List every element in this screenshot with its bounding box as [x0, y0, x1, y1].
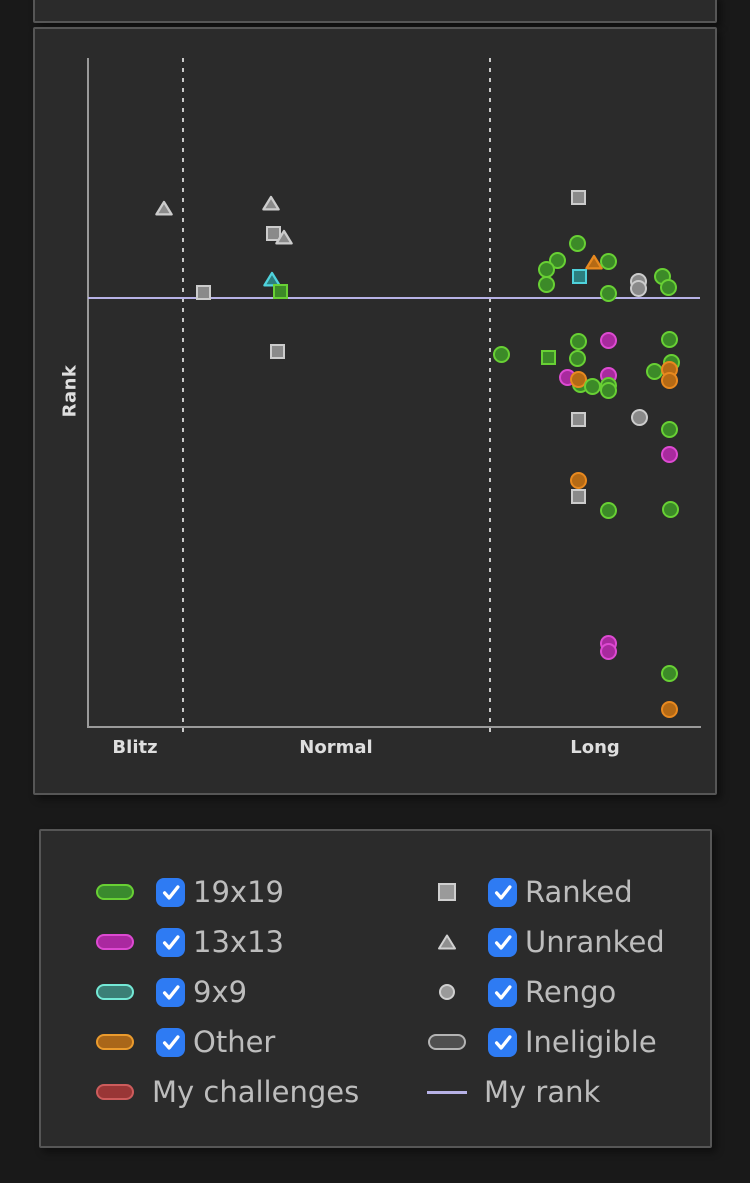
- challenge-point-circle-green[interactable]: [661, 500, 679, 518]
- pill-teal-icon: [96, 984, 134, 1000]
- challenge-point-square-gray[interactable]: [269, 343, 285, 359]
- challenge-point-circle-orange[interactable]: [569, 471, 587, 489]
- seek-graph-card: [33, 27, 717, 795]
- challenge-point-triangle-teal[interactable]: [263, 271, 281, 287]
- legend-label-other: Other: [193, 1025, 276, 1059]
- challenge-point-circle-green[interactable]: [599, 284, 617, 302]
- legend-label-rengo: Rengo: [525, 975, 617, 1009]
- challenge-point-circle-orange[interactable]: [660, 371, 678, 389]
- checkbox-rengo[interactable]: [488, 977, 517, 1007]
- check-icon: [494, 885, 512, 900]
- legend-row-ineligible: Ineligible: [427, 1017, 665, 1067]
- legend-column-right: Ranked Unranked Rengo Ineligible My rank: [427, 867, 665, 1117]
- check-icon: [494, 935, 512, 950]
- legend-row-unranked: Unranked: [427, 917, 665, 967]
- legend-label-19x19: 19x19: [193, 875, 284, 909]
- legend-row-13x13: 13x13: [95, 917, 359, 967]
- legend-column-left: 19x19 13x13 9x9 Other My challenges: [95, 867, 359, 1117]
- legend-label-my-rank: My rank: [484, 1075, 601, 1109]
- check-icon: [162, 1035, 180, 1050]
- checkbox-13x13[interactable]: [156, 927, 185, 957]
- legend-row-my-rank: My rank: [427, 1067, 665, 1117]
- legend-row-my-challenges: My challenges: [95, 1067, 359, 1117]
- challenge-point-square-green[interactable]: [540, 349, 556, 365]
- legend-label-ineligible: Ineligible: [525, 1025, 657, 1059]
- legend-row-19x19: 19x19: [95, 867, 359, 917]
- challenge-point-circle-green[interactable]: [583, 377, 601, 395]
- challenge-point-circle-green[interactable]: [599, 252, 617, 270]
- challenge-point-triangle-gray[interactable]: [275, 229, 293, 245]
- challenge-point-circle-green[interactable]: [660, 664, 678, 682]
- legend-label-my-challenges: My challenges: [152, 1075, 360, 1109]
- challenge-point-triangle-gray[interactable]: [262, 195, 280, 211]
- check-icon: [162, 935, 180, 950]
- challenge-point-square-gray[interactable]: [195, 284, 211, 300]
- checkbox-9x9[interactable]: [156, 977, 185, 1007]
- challenge-point-square-gray[interactable]: [570, 189, 586, 205]
- challenge-point-circle-green[interactable]: [660, 330, 678, 348]
- challenge-point-circle-green[interactable]: [568, 349, 586, 367]
- checkbox-ranked[interactable]: [488, 877, 517, 907]
- checkbox-unranked[interactable]: [488, 927, 517, 957]
- pill-red-icon: [96, 1084, 134, 1100]
- challenge-point-circle-gray[interactable]: [630, 408, 648, 426]
- legend-label-13x13: 13x13: [193, 925, 284, 959]
- challenge-point-circle-green[interactable]: [645, 362, 663, 380]
- checkbox-other[interactable]: [156, 1027, 185, 1057]
- challenge-point-circle-magenta[interactable]: [599, 331, 617, 349]
- legend-row-9x9: 9x9: [95, 967, 359, 1017]
- challenge-point-square-green[interactable]: [272, 283, 288, 299]
- challenge-point-circle-green[interactable]: [660, 420, 678, 438]
- checkbox-19x19[interactable]: [156, 877, 185, 907]
- challenge-point-triangle-orange[interactable]: [585, 254, 603, 270]
- challenge-point-circle-green[interactable]: [659, 278, 677, 296]
- legend-row-rengo: Rengo: [427, 967, 665, 1017]
- check-icon: [162, 985, 180, 1000]
- challenge-point-circle-green[interactable]: [569, 332, 587, 350]
- check-icon: [494, 985, 512, 1000]
- line-purple-icon: [427, 1090, 467, 1094]
- pill-gray-icon: [428, 1034, 466, 1050]
- legend-card: 19x19 13x13 9x9 Other My challenges Ranked Un…: [39, 829, 712, 1148]
- legend-row-ranked: Ranked: [427, 867, 665, 917]
- challenge-point-circle-green[interactable]: [537, 260, 555, 278]
- challenge-point-square-gray[interactable]: [570, 411, 586, 427]
- challenge-point-circle-gray[interactable]: [629, 279, 647, 297]
- challenge-point-circle-orange[interactable]: [660, 700, 678, 718]
- triangle-gray-icon: [438, 934, 456, 950]
- challenge-point-triangle-gray[interactable]: [155, 200, 173, 216]
- challenge-point-circle-green[interactable]: [537, 275, 555, 293]
- pill-green-icon: [96, 884, 134, 900]
- challenge-point-square-teal[interactable]: [571, 268, 587, 284]
- legend-label-9x9: 9x9: [193, 975, 248, 1009]
- circle-gray-icon: [439, 984, 455, 1000]
- pill-orange-icon: [96, 1034, 134, 1050]
- challenge-point-circle-orange[interactable]: [569, 370, 587, 388]
- check-icon: [494, 1035, 512, 1050]
- challenge-point-circle-green[interactable]: [568, 234, 586, 252]
- check-icon: [162, 885, 180, 900]
- pill-magenta-icon: [96, 934, 134, 950]
- square-gray-icon: [438, 883, 456, 901]
- challenge-point-square-gray[interactable]: [570, 488, 586, 504]
- checkbox-ineligible[interactable]: [488, 1027, 517, 1057]
- challenge-point-circle-magenta[interactable]: [599, 642, 617, 660]
- challenge-point-circle-green[interactable]: [492, 345, 510, 363]
- challenge-point-circle-green[interactable]: [599, 381, 617, 399]
- legend-label-unranked: Unranked: [525, 925, 665, 959]
- challenge-point-circle-magenta[interactable]: [660, 445, 678, 463]
- top-card-partial: [33, 0, 717, 23]
- challenge-point-square-gray[interactable]: [265, 225, 281, 241]
- legend-label-ranked: Ranked: [525, 875, 633, 909]
- legend-row-other: Other: [95, 1017, 359, 1067]
- challenge-point-circle-green[interactable]: [599, 501, 617, 519]
